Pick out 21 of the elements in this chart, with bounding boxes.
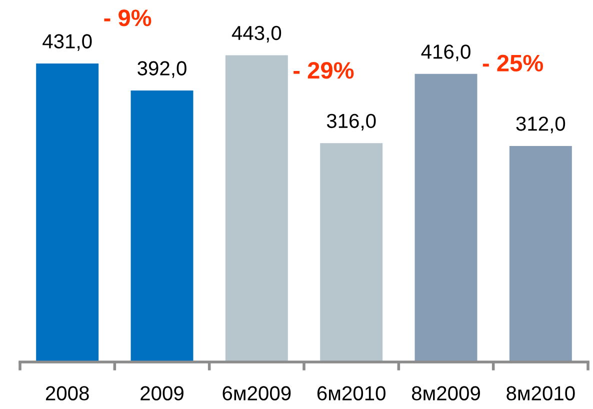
data-label: 316,0 xyxy=(326,114,376,130)
x-tick-label: 8м2009 xyxy=(412,386,480,400)
bar xyxy=(509,146,572,362)
bar xyxy=(320,143,383,362)
data-label: 416,0 xyxy=(421,44,470,62)
data-label: 431,0 xyxy=(42,34,92,51)
annotation: - 29% xyxy=(294,62,354,79)
x-tick-label: 2009 xyxy=(140,386,184,400)
bar xyxy=(130,90,194,362)
x-tick-label: 2008 xyxy=(46,386,89,400)
data-label: 443,0 xyxy=(232,26,282,43)
text: - 9% xyxy=(104,10,152,26)
data-label: 312,0 xyxy=(516,116,566,134)
bar xyxy=(36,64,99,362)
bar xyxy=(414,74,478,362)
x-tick-label: 6м2010 xyxy=(317,386,386,400)
bar xyxy=(225,55,288,362)
data-label: 392,0 xyxy=(138,61,186,78)
annotation: - 25% xyxy=(482,54,544,72)
x-tick-label: 6м2009 xyxy=(222,386,291,400)
x-tick-label: 8м2010 xyxy=(506,386,575,400)
